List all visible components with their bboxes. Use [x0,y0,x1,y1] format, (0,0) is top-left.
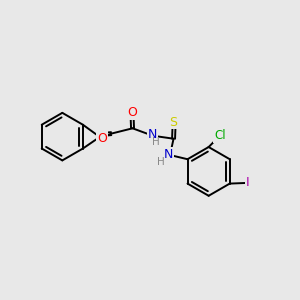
Text: Cl: Cl [214,129,226,142]
Text: S: S [169,116,177,129]
Text: I: I [246,176,249,190]
Text: H: H [157,157,165,166]
Text: O: O [127,106,137,119]
Text: N: N [164,148,173,161]
Text: O: O [97,132,107,145]
Text: N: N [148,128,158,141]
Text: H: H [152,137,160,147]
